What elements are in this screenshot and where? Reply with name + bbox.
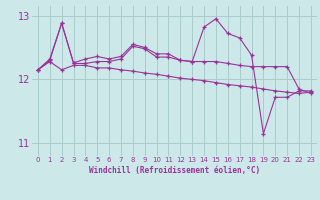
X-axis label: Windchill (Refroidissement éolien,°C): Windchill (Refroidissement éolien,°C)	[89, 166, 260, 175]
